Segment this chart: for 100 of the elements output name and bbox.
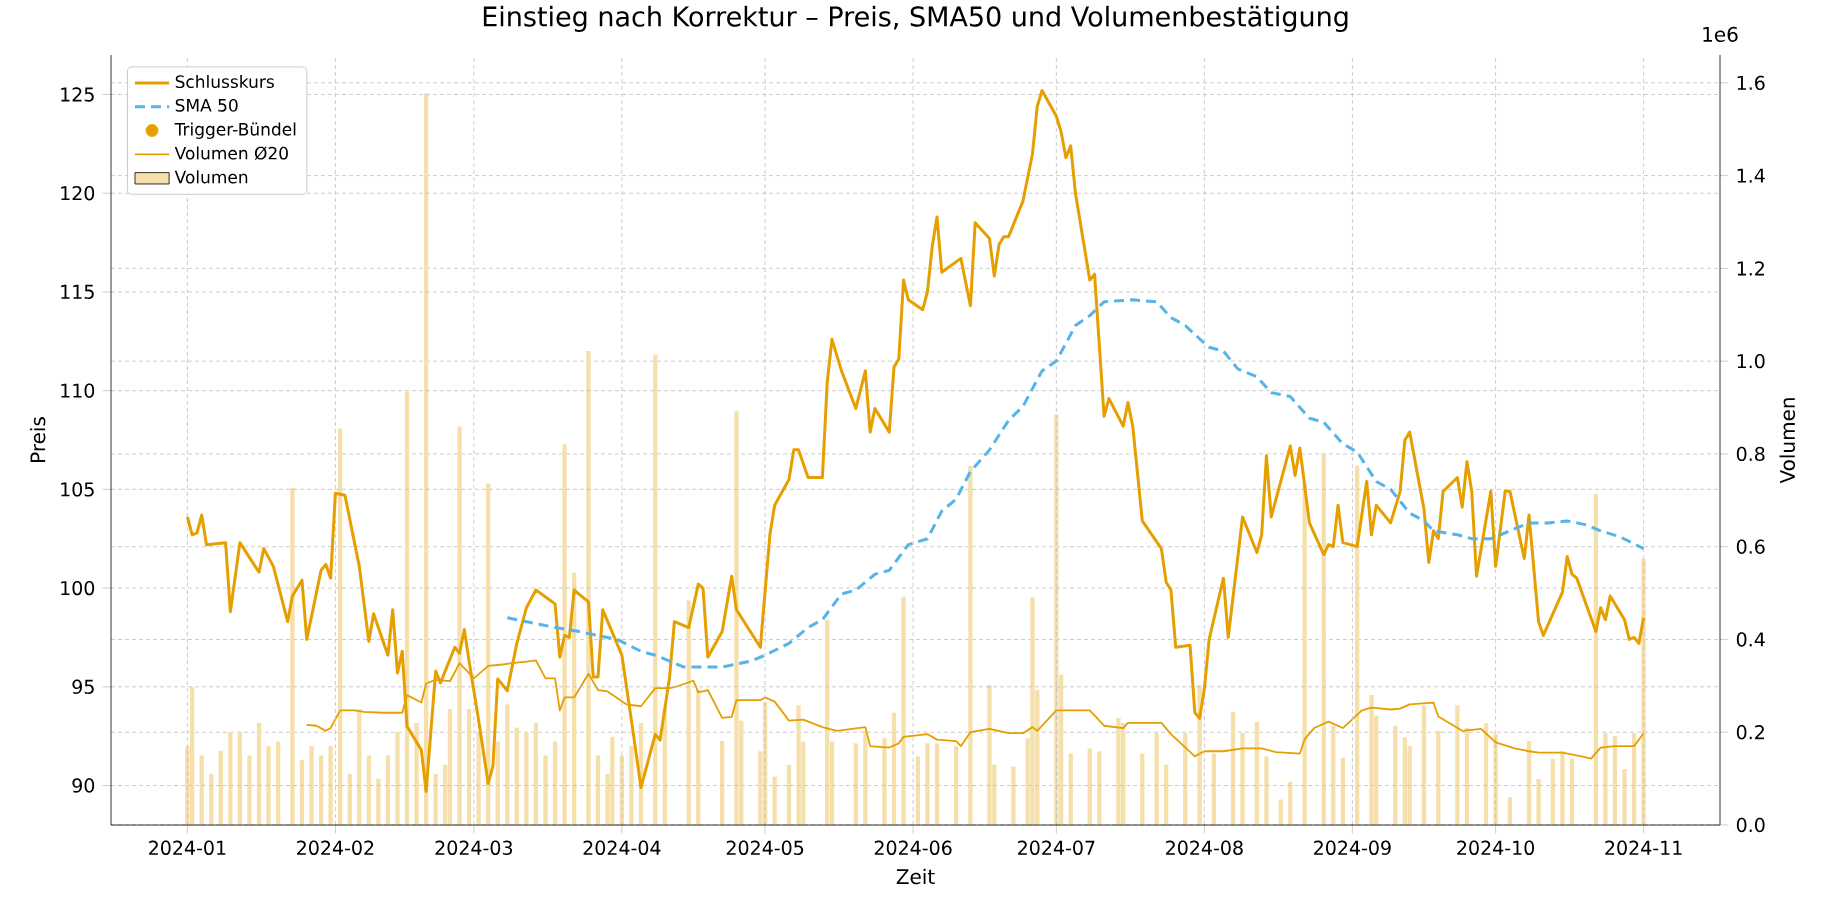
bar (953, 746, 959, 825)
bar (209, 773, 214, 825)
bar (299, 760, 305, 825)
text: 1e6 (1703, 26, 1738, 42)
bar (1254, 722, 1260, 825)
bar (863, 730, 868, 825)
bar (247, 755, 252, 825)
bar (891, 712, 897, 825)
chart-title: Einstieg nach Korrektur – Preis, SMA50 und Volumenbestätigung (483, 5, 1348, 32)
bar (1197, 684, 1202, 825)
bar (915, 756, 921, 825)
x-tick-label: 2024-09 (1314, 840, 1391, 855)
bar (1455, 705, 1460, 825)
bar (968, 465, 973, 825)
y2-tick-label: 1.6 (1737, 75, 1765, 91)
bar (447, 709, 453, 825)
bar (882, 738, 887, 825)
bar (266, 746, 271, 825)
y2-tick-label: 0.4 (1736, 632, 1765, 647)
y-axis-title: Preis (29, 417, 46, 462)
bar (1560, 751, 1565, 825)
bar (395, 732, 400, 825)
bar (1278, 799, 1283, 825)
legend-label: SMA 50 (175, 98, 238, 112)
bar (1331, 725, 1336, 825)
bar (696, 690, 701, 825)
bar (1302, 483, 1307, 825)
legend-label: Trigger-Bündel (174, 122, 296, 139)
y2-tick-label: 0.0 (1736, 817, 1765, 833)
x-axis-title: Zeit (896, 868, 935, 885)
bar (1464, 728, 1470, 825)
bar (466, 709, 472, 825)
bar (385, 755, 391, 825)
legend-label: Volumen Ø20 (174, 146, 288, 160)
y2-tick-label: 0.8 (1736, 446, 1765, 462)
bar (1164, 764, 1169, 825)
bar (366, 755, 371, 825)
x-tick-label: 2024-11 (1605, 840, 1682, 855)
bar (318, 755, 324, 825)
bar (1211, 753, 1217, 825)
bar (901, 596, 906, 825)
bar (237, 732, 243, 825)
bar (1154, 733, 1159, 825)
bar (653, 354, 658, 825)
bar (1340, 757, 1345, 825)
bar (533, 722, 539, 825)
bar (218, 750, 223, 825)
bar (1087, 748, 1092, 825)
bar (1622, 768, 1627, 825)
bar (275, 741, 281, 825)
bar (925, 743, 930, 825)
bar (1393, 725, 1398, 825)
bar (1436, 730, 1441, 825)
bar (1369, 695, 1374, 825)
bar (734, 411, 739, 825)
y-tick-label: 100 (61, 580, 95, 596)
bar (457, 426, 462, 825)
x-tick-label: 2024-01 (149, 840, 226, 855)
bar (772, 776, 777, 825)
bar (347, 773, 352, 825)
bar (309, 746, 314, 825)
line-series (505, 298, 1646, 669)
x-tick-label: 2024-03 (435, 840, 513, 855)
bar (1507, 797, 1513, 825)
y-tick-label: 125 (61, 87, 94, 102)
bar (1493, 734, 1498, 825)
bar (328, 746, 333, 825)
bar (376, 778, 381, 825)
x-tick-label: 2024-02 (297, 840, 374, 855)
bar (629, 746, 634, 825)
bar (1140, 753, 1145, 825)
bar (414, 722, 419, 825)
bar (543, 755, 548, 825)
y-tick-label: 105 (61, 482, 94, 497)
y-tick-label: 95 (72, 679, 94, 694)
x-tick-label: 2024-04 (583, 840, 661, 855)
bar (552, 741, 558, 825)
x-tick-label: 2024-06 (874, 840, 952, 855)
bar (1569, 758, 1575, 825)
bar (338, 428, 343, 825)
x-tick-label: 2024-05 (726, 840, 804, 855)
bar (524, 732, 529, 825)
y2-axis-title: Volumen (1779, 398, 1796, 484)
bar (1402, 737, 1408, 825)
bar (1240, 733, 1245, 825)
bar (1641, 558, 1646, 825)
bar (719, 741, 725, 825)
bar (853, 743, 858, 825)
x-tick-label: 2024-07 (1018, 840, 1095, 855)
x-tick-label: 2024-08 (1166, 840, 1243, 855)
y2-tick-label: 0.6 (1736, 539, 1765, 554)
bar (1068, 753, 1073, 825)
bar (1321, 452, 1326, 825)
bar (562, 444, 567, 825)
y-tick-label: 110 (61, 383, 95, 398)
bar (1421, 705, 1427, 825)
bar (1603, 733, 1608, 825)
bar (1011, 766, 1016, 825)
y2-tick-label: 1.0 (1737, 353, 1765, 369)
x-tick-label: 2024-10 (1457, 840, 1535, 855)
